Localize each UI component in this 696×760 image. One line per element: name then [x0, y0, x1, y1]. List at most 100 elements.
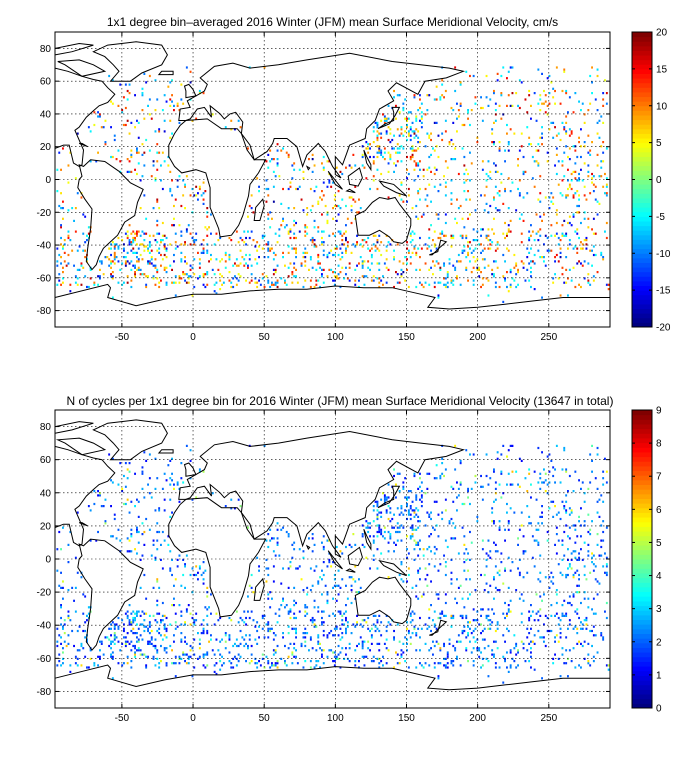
bin-cell — [530, 483, 532, 486]
bin-cell — [291, 651, 294, 654]
bin-cell — [481, 608, 484, 611]
bin-cell — [537, 522, 540, 525]
bin-cell — [580, 285, 582, 289]
bin-cell — [348, 279, 351, 282]
bin-cell — [256, 249, 259, 252]
bin-cell — [452, 264, 455, 267]
bin-cell — [443, 262, 445, 265]
bin-cell — [417, 554, 420, 557]
bin-cell — [148, 528, 151, 531]
bin-cell — [298, 185, 301, 188]
bin-cell — [141, 623, 144, 626]
bin-cell — [160, 264, 162, 267]
bin-cell — [491, 241, 494, 244]
bin-cell — [494, 164, 497, 167]
bin-cell — [376, 126, 379, 129]
bin-cell — [370, 634, 373, 637]
bin-cell — [176, 104, 179, 107]
bin-cell — [296, 567, 299, 570]
bin-cell — [591, 556, 593, 559]
bin-cell — [552, 582, 555, 585]
bin-cell — [60, 636, 62, 639]
bin-cell — [522, 172, 525, 176]
bin-cell — [565, 121, 568, 124]
bin-cell — [165, 664, 168, 667]
bin-cell — [137, 121, 140, 124]
bin-cell — [585, 578, 588, 581]
bin-cell — [502, 300, 505, 303]
bin-cell — [446, 271, 449, 274]
bin-cell — [383, 151, 386, 154]
bin-cell — [317, 580, 320, 583]
bin-cell — [407, 632, 410, 635]
bin-cell — [404, 98, 407, 101]
bin-cell — [491, 141, 494, 144]
bin-cell — [269, 539, 272, 542]
bin-cell — [554, 543, 556, 546]
bin-cell — [574, 571, 577, 574]
bin-cell — [93, 111, 96, 114]
bin-cell — [420, 247, 423, 250]
bin-cell — [494, 249, 497, 252]
bin-cell — [419, 119, 421, 122]
bin-cell — [217, 619, 220, 622]
bin-cell — [454, 649, 457, 652]
bin-cell — [350, 221, 353, 225]
bin-cell — [317, 226, 320, 229]
bin-cell — [321, 621, 323, 624]
bin-cell — [191, 119, 194, 122]
bin-cell — [67, 253, 70, 257]
bin-cell — [561, 232, 564, 235]
bin-cell — [561, 121, 564, 124]
bin-cell — [306, 226, 309, 229]
bin-cell — [174, 612, 177, 615]
bin-cell — [341, 234, 344, 237]
bin-cell — [533, 539, 536, 542]
bin-cell — [504, 260, 506, 263]
bin-cell — [428, 155, 431, 159]
bin-cell — [337, 593, 340, 596]
bin-cell — [518, 179, 521, 182]
bin-cell — [498, 285, 501, 289]
bin-cell — [380, 172, 383, 176]
colorbar-tick-label: 10 — [656, 101, 668, 112]
bin-cell — [330, 268, 333, 271]
bin-cell — [565, 524, 568, 527]
bin-cell — [136, 147, 138, 150]
bin-cell — [136, 614, 138, 617]
bin-cell — [568, 185, 571, 188]
bin-cell — [541, 219, 543, 222]
bin-cell — [191, 294, 194, 297]
bin-cell — [180, 83, 183, 86]
bin-cell — [152, 657, 155, 660]
bin-cell — [587, 164, 590, 167]
colorbar-segment — [632, 41, 652, 47]
bin-cell — [585, 619, 588, 622]
bin-cell — [376, 619, 379, 622]
bin-cell — [274, 281, 277, 284]
bin-cell — [467, 552, 469, 555]
bin-cell — [302, 251, 305, 254]
bin-cell — [537, 164, 540, 167]
bin-cell — [333, 627, 336, 630]
bin-cell — [433, 264, 436, 267]
bin-cell — [321, 236, 323, 240]
colorbar-segment — [632, 554, 652, 560]
bin-cell — [439, 649, 442, 652]
bin-cell — [387, 530, 390, 534]
bin-cell — [198, 275, 201, 278]
bin-cell — [239, 275, 242, 278]
colorbar-segment — [632, 207, 652, 213]
bin-cell — [191, 266, 194, 269]
bin-cell — [156, 539, 159, 542]
bin-cell — [356, 241, 358, 244]
bin-cell — [154, 457, 157, 460]
bin-cell — [587, 662, 590, 665]
bin-cell — [346, 241, 349, 244]
bin-cell — [441, 138, 444, 142]
bin-cell — [583, 162, 586, 165]
bin-cell — [180, 623, 183, 626]
bin-cell — [463, 569, 466, 572]
bin-cell — [448, 520, 451, 523]
bin-cell — [552, 121, 555, 124]
